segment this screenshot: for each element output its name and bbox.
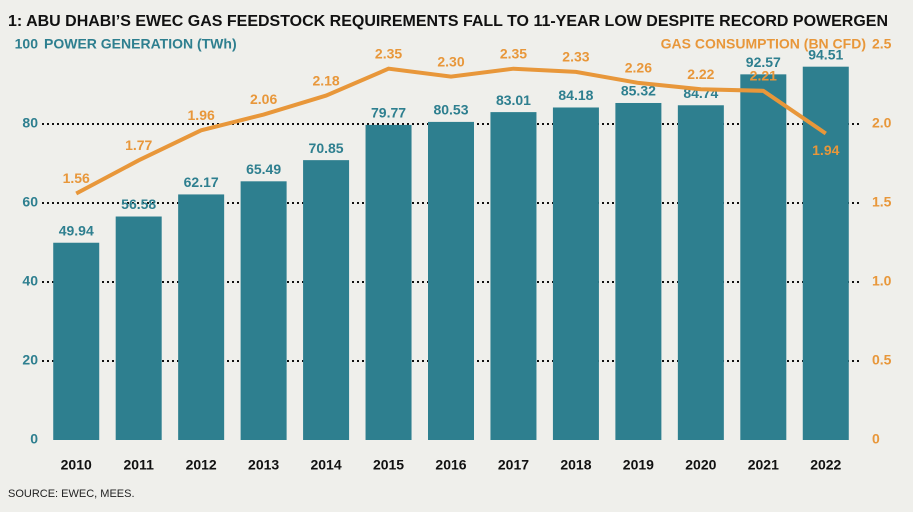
y2-tick-label: 1.5 <box>872 194 892 210</box>
y-tick-label: 40 <box>22 273 38 289</box>
line-value-label: 2.06 <box>250 91 277 107</box>
bar-value-label: 84.18 <box>558 87 593 103</box>
bar-value-label: 92.57 <box>746 54 781 70</box>
y2-tick-label: 2.0 <box>872 115 892 131</box>
x-tick-label: 2018 <box>560 457 591 473</box>
y2-axis-label: GAS CONSUMPTION (BN CFD) <box>661 36 866 52</box>
y-tick-label: 0 <box>30 431 38 447</box>
y-tick-label: 60 <box>22 194 38 210</box>
line-value-label: 2.21 <box>750 68 777 84</box>
x-tick-label: 2021 <box>748 457 779 473</box>
bar <box>677 105 724 440</box>
bar-value-label: 65.49 <box>246 161 281 177</box>
bar-value-label: 83.01 <box>496 92 531 108</box>
chart-title: 1: ABU DHABI’S EWEC GAS FEEDSTOCK REQUIR… <box>8 13 888 30</box>
bar-value-label: 94.51 <box>808 46 843 62</box>
x-tick-label: 2014 <box>310 457 341 473</box>
y2-tick-label: 0 <box>872 431 880 447</box>
bar <box>802 66 849 441</box>
line-value-label: 2.33 <box>562 49 589 65</box>
bar <box>615 102 662 441</box>
y-tick-label: 20 <box>22 352 38 368</box>
bar-value-label: 80.53 <box>433 102 468 118</box>
x-tick-label: 2010 <box>61 457 92 473</box>
x-tick-label: 2017 <box>498 457 529 473</box>
bar <box>240 181 287 440</box>
source: SOURCE: EWEC, MEES. <box>8 488 135 500</box>
x-tick-label: 2016 <box>435 457 466 473</box>
y-tick-label: 80 <box>22 115 38 131</box>
bar <box>303 160 350 440</box>
line-value-label: 2.35 <box>500 45 527 61</box>
x-tick-label: 2015 <box>373 457 404 473</box>
line-value-label: 2.18 <box>312 72 339 88</box>
line-value-label: 1.96 <box>188 107 215 123</box>
bar <box>178 194 225 440</box>
line-value-label: 1.77 <box>125 137 152 153</box>
bar <box>428 121 474 441</box>
x-tick-label: 2022 <box>810 457 841 473</box>
bar-value-label: 56.58 <box>121 196 156 212</box>
bar-value-label: 79.77 <box>371 105 406 121</box>
line-value-label: 2.35 <box>375 45 402 61</box>
y-tick-label: 100 <box>15 36 39 52</box>
bar-value-label: 49.94 <box>59 222 94 238</box>
bar <box>365 124 412 440</box>
y2-tick-label: 1.0 <box>872 273 892 289</box>
bar <box>53 242 100 440</box>
line-value-label: 2.30 <box>437 53 464 69</box>
bar <box>115 216 162 440</box>
x-tick-label: 2013 <box>248 457 279 473</box>
line-value-label: 2.26 <box>625 60 652 76</box>
x-tick-label: 2020 <box>685 457 716 473</box>
bar <box>552 107 599 440</box>
bar <box>490 112 537 440</box>
x-tick-label: 2012 <box>186 457 217 473</box>
bar-value-label: 62.17 <box>184 174 219 190</box>
bar-value-label: 70.85 <box>309 140 344 156</box>
line-value-label: 1.94 <box>812 142 839 158</box>
line-value-label: 1.56 <box>63 170 90 186</box>
bar <box>740 74 787 440</box>
x-tick-label: 2011 <box>124 457 155 473</box>
line <box>75 66 827 196</box>
line-value-label: 2.22 <box>687 66 714 82</box>
y-axis-label: POWER GENERATION (TWh) <box>44 36 237 52</box>
x-tick-label: 2019 <box>623 457 654 473</box>
y2-tick-label: 2.5 <box>872 36 892 52</box>
bar-value-label: 85.32 <box>621 83 656 99</box>
y2-tick-label: 0.5 <box>872 352 892 368</box>
